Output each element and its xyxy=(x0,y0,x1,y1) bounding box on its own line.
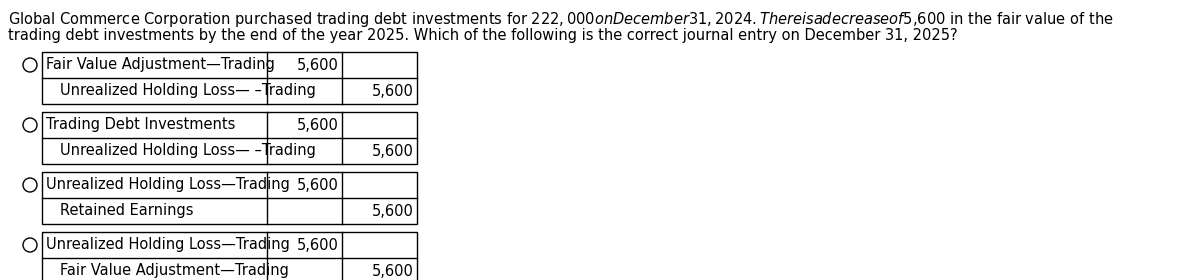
Text: 5,600: 5,600 xyxy=(372,143,414,158)
Text: 5,600: 5,600 xyxy=(372,83,414,99)
Text: Unrealized Holding Loss— –Trading: Unrealized Holding Loss— –Trading xyxy=(60,83,316,99)
Text: 5,600: 5,600 xyxy=(298,237,340,253)
Text: Global Commerce Corporation purchased trading debt investments for $222,000 on D: Global Commerce Corporation purchased tr… xyxy=(8,10,1114,29)
Text: 5,600: 5,600 xyxy=(372,263,414,279)
Text: Unrealized Holding Loss—Trading: Unrealized Holding Loss—Trading xyxy=(46,178,290,193)
Bar xyxy=(42,112,418,164)
Text: Unrealized Holding Loss— –Trading: Unrealized Holding Loss— –Trading xyxy=(60,143,316,158)
Bar xyxy=(42,232,418,280)
Text: Trading Debt Investments: Trading Debt Investments xyxy=(46,118,235,132)
Bar xyxy=(42,52,418,104)
Text: Fair Value Adjustment—Trading: Fair Value Adjustment—Trading xyxy=(60,263,289,279)
Text: Retained Earnings: Retained Earnings xyxy=(60,204,193,218)
Text: trading debt investments by the end of the year 2025. Which of the following is : trading debt investments by the end of t… xyxy=(8,28,958,43)
Text: 5,600: 5,600 xyxy=(298,178,340,193)
Text: 5,600: 5,600 xyxy=(298,57,340,73)
Text: 5,600: 5,600 xyxy=(298,118,340,132)
Text: Fair Value Adjustment—Trading: Fair Value Adjustment—Trading xyxy=(46,57,275,73)
Text: Unrealized Holding Loss—Trading: Unrealized Holding Loss—Trading xyxy=(46,237,290,253)
Text: 5,600: 5,600 xyxy=(372,204,414,218)
Bar xyxy=(42,172,418,224)
